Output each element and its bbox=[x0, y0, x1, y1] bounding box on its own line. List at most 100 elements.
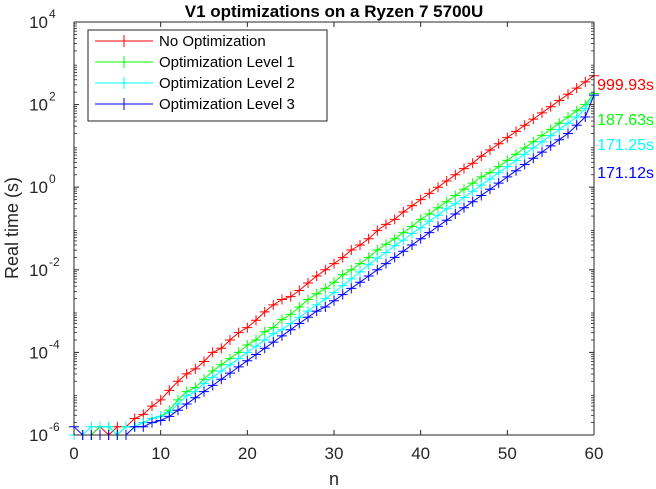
data-point bbox=[424, 227, 435, 238]
series-end-label: 171.25s bbox=[597, 137, 654, 154]
data-point bbox=[519, 149, 530, 160]
data-point bbox=[259, 306, 270, 317]
data-point bbox=[537, 136, 547, 147]
data-point bbox=[493, 167, 504, 178]
data-point bbox=[320, 264, 331, 275]
data-point bbox=[580, 112, 591, 122]
data-point bbox=[147, 417, 157, 428]
legend-label: Optimization Level 2 bbox=[159, 75, 295, 92]
data-point bbox=[554, 95, 565, 106]
series-end-label: 999.93s bbox=[597, 77, 654, 94]
data-point bbox=[173, 376, 183, 387]
data-point bbox=[346, 245, 357, 255]
data-point bbox=[441, 203, 452, 214]
data-point bbox=[545, 140, 556, 151]
data-point bbox=[277, 294, 287, 305]
data-point bbox=[519, 120, 530, 131]
data-point bbox=[415, 194, 426, 205]
data-point bbox=[259, 343, 270, 354]
data-point bbox=[337, 280, 348, 291]
data-point bbox=[355, 277, 365, 288]
data-point bbox=[329, 258, 339, 269]
x-ticks: 0 10 20 30 40 50 60 bbox=[69, 22, 603, 463]
legend-label: No Optimization bbox=[159, 33, 266, 50]
data-point bbox=[216, 343, 227, 354]
data-point bbox=[398, 207, 409, 217]
end-labels: 999.93s 187.63s 171.25s 171.12s bbox=[597, 77, 654, 182]
y-tick-exponent: -4 bbox=[49, 337, 60, 351]
data-point bbox=[528, 114, 539, 125]
data-point bbox=[433, 182, 443, 193]
data-point bbox=[580, 76, 591, 87]
data-point bbox=[320, 283, 331, 294]
data-point bbox=[433, 221, 443, 232]
data-point bbox=[424, 188, 435, 199]
data-point bbox=[450, 198, 461, 209]
data-point bbox=[450, 209, 461, 219]
data-point bbox=[311, 306, 322, 317]
data-point bbox=[233, 361, 244, 372]
data-point bbox=[389, 214, 400, 225]
data-point bbox=[199, 356, 209, 367]
data-point bbox=[129, 421, 140, 432]
x-tick-label: 40 bbox=[411, 444, 430, 463]
legend-item: No Optimization bbox=[95, 33, 266, 50]
y-tick-exponent: -6 bbox=[49, 420, 60, 434]
x-axis-label: n bbox=[329, 469, 339, 489]
data-point bbox=[233, 327, 244, 338]
data-point bbox=[372, 264, 383, 275]
data-point bbox=[164, 411, 175, 422]
data-point bbox=[329, 277, 339, 288]
y-axis-label: Real time (s) bbox=[2, 177, 22, 279]
data-point bbox=[285, 324, 296, 335]
data-point bbox=[181, 399, 192, 409]
data-point bbox=[251, 315, 261, 326]
data-point bbox=[225, 335, 235, 345]
data-point bbox=[563, 118, 573, 129]
legend-items: No Optimization Optimization Level 1 Optim… bbox=[95, 33, 295, 113]
data-point bbox=[441, 215, 452, 226]
legend-item: Optimization Level 3 bbox=[95, 96, 295, 113]
data-point bbox=[285, 309, 296, 320]
data-point bbox=[251, 349, 261, 360]
data-point bbox=[545, 101, 556, 112]
data-point bbox=[554, 134, 565, 145]
data-point bbox=[450, 169, 461, 180]
data-point bbox=[389, 240, 400, 251]
x-tick-label: 50 bbox=[498, 444, 517, 463]
legend-item: Optimization Level 1 bbox=[95, 54, 295, 71]
data-point bbox=[294, 285, 305, 296]
data-point bbox=[502, 161, 513, 172]
legend-label: Optimization Level 3 bbox=[159, 96, 295, 113]
legend-label: Optimization Level 1 bbox=[159, 54, 295, 71]
data-point bbox=[528, 143, 539, 153]
y-tick-label: 10 bbox=[29, 261, 48, 280]
x-tick-label: 30 bbox=[325, 444, 344, 463]
y-tick-exponent: 2 bbox=[49, 90, 56, 104]
legend-swatch-marker bbox=[119, 98, 129, 110]
data-point bbox=[415, 233, 426, 244]
data-point bbox=[476, 190, 487, 201]
x-tick-label: 20 bbox=[238, 444, 257, 463]
legend: No Optimization Optimization Level 1 Optim… bbox=[87, 29, 328, 122]
chart-title: V1 optimizations on a Ryzen 7 5700U bbox=[185, 2, 484, 21]
data-point bbox=[467, 186, 478, 197]
data-point bbox=[372, 225, 383, 236]
y-tick-exponent: 4 bbox=[49, 7, 56, 21]
data-point bbox=[407, 228, 417, 239]
data-point bbox=[381, 247, 391, 258]
data-point bbox=[337, 289, 348, 300]
data-point bbox=[554, 124, 565, 135]
data-point bbox=[277, 314, 287, 325]
x-tick-label: 60 bbox=[585, 444, 604, 463]
data-point bbox=[190, 363, 201, 374]
data-point bbox=[372, 253, 383, 264]
data-point bbox=[303, 278, 313, 288]
data-point bbox=[242, 355, 253, 366]
legend-box bbox=[87, 29, 328, 122]
data-point bbox=[190, 392, 201, 403]
data-point bbox=[268, 337, 279, 348]
data-point bbox=[563, 89, 573, 100]
